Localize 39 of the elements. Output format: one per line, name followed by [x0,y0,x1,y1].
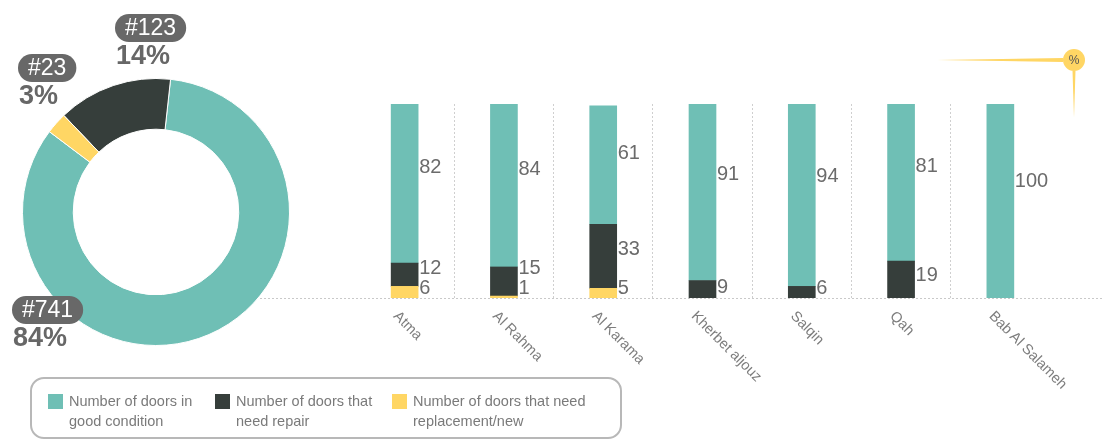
bar [887,104,915,262]
bar [490,104,518,268]
data-label: #23 3% [19,54,67,111]
data-label: 19 [915,263,938,286]
data-label: 1 [518,275,530,298]
bar [986,104,1015,298]
data-label: 33 [617,237,640,260]
bar [589,105,618,225]
bar [390,104,419,264]
bar [887,260,915,298]
data-label: 6 [419,275,431,298]
data-label: 82 [419,155,442,178]
bar [688,104,717,281]
data-label: 100 [1014,169,1049,192]
bar [688,280,717,298]
legend-label: Number of doors that need repair [236,392,374,431]
y-axis-title: % [1063,49,1085,71]
legend-label: Number of doors that need replacement/new [413,392,587,431]
data-label: 61 [617,140,640,163]
data-label: 12 [419,255,442,278]
bar [490,266,518,297]
data-label: 6 [816,275,828,298]
data-label: 5 [617,275,629,298]
data-label: 94 [816,164,839,187]
data-label: 84 [518,156,541,179]
bar [390,262,419,287]
data-label: 15 [518,255,541,278]
data-label: 81 [915,154,938,177]
legend-label: Number of doors in good condition [69,392,194,431]
bar [787,286,816,298]
bar [787,104,816,287]
data-label: 9 [717,275,729,298]
x-tick-label: Qah [887,307,918,339]
bar [589,287,618,298]
data-label: #741 84% [13,296,74,353]
data-label: 91 [717,162,740,185]
data-label: #123 14% [116,14,177,71]
bar [589,223,618,289]
bar [390,286,419,298]
